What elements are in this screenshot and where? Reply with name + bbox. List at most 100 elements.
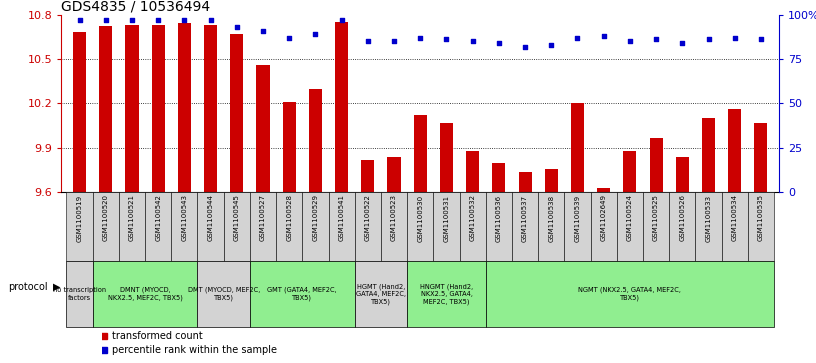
Bar [250, 261, 355, 327]
Point [230, 24, 243, 30]
Point [361, 38, 375, 44]
Bar [702, 118, 715, 192]
Point [545, 42, 558, 48]
Bar [440, 123, 453, 192]
Text: NGMT (NKX2.5, GATA4, MEF2C,
TBX5): NGMT (NKX2.5, GATA4, MEF2C, TBX5) [579, 287, 681, 301]
Bar [171, 192, 197, 261]
Bar [256, 65, 269, 192]
Text: GSM1100537: GSM1100537 [522, 195, 528, 242]
Bar [126, 25, 139, 192]
Point [414, 35, 427, 41]
Text: no transcription
factors: no transcription factors [53, 287, 106, 301]
Bar [591, 192, 617, 261]
Bar [388, 157, 401, 192]
Bar [518, 172, 531, 192]
Bar [492, 163, 505, 192]
Bar [66, 261, 93, 327]
Bar [66, 192, 93, 261]
Point [755, 37, 768, 42]
Text: GSM1100543: GSM1100543 [181, 195, 188, 241]
Text: GSM1102649: GSM1102649 [601, 195, 606, 241]
Point [650, 37, 663, 42]
Bar [335, 22, 348, 192]
Point [100, 17, 113, 23]
Bar [230, 34, 243, 192]
Bar [754, 123, 768, 192]
Bar [355, 192, 381, 261]
Text: GSM1100521: GSM1100521 [129, 195, 135, 241]
Bar [545, 169, 558, 192]
Text: DMNT (MYOCD,
NKX2.5, MEF2C, TBX5): DMNT (MYOCD, NKX2.5, MEF2C, TBX5) [108, 287, 183, 301]
Bar [597, 188, 610, 192]
Point [518, 44, 531, 49]
Bar [100, 26, 113, 192]
Text: GSM1100535: GSM1100535 [758, 195, 764, 241]
Point [335, 17, 348, 23]
Text: GSM1100519: GSM1100519 [77, 195, 82, 242]
Bar [276, 192, 302, 261]
Bar [466, 151, 479, 192]
Bar [302, 192, 329, 261]
Point [702, 37, 715, 42]
Text: GSM1100538: GSM1100538 [548, 195, 554, 242]
Bar [73, 32, 86, 192]
Bar [119, 192, 145, 261]
Bar [433, 192, 459, 261]
Point [676, 40, 689, 46]
Text: GSM1100526: GSM1100526 [679, 195, 685, 241]
Bar [145, 192, 171, 261]
Text: GSM1100541: GSM1100541 [339, 195, 344, 241]
Bar [407, 261, 486, 327]
Text: GSM1100532: GSM1100532 [470, 195, 476, 241]
Bar [695, 192, 721, 261]
Bar [93, 261, 197, 327]
Text: GSM1100530: GSM1100530 [417, 195, 424, 242]
Bar [282, 102, 295, 192]
Text: GSM1100525: GSM1100525 [653, 195, 659, 241]
Text: GMT (GATA4, MEF2C,
TBX5): GMT (GATA4, MEF2C, TBX5) [268, 287, 337, 301]
Bar [250, 192, 276, 261]
Text: GSM1100542: GSM1100542 [155, 195, 162, 241]
Bar [152, 25, 165, 192]
Bar [617, 192, 643, 261]
Bar [197, 192, 224, 261]
Bar [329, 192, 355, 261]
Bar [539, 192, 565, 261]
Bar [178, 24, 191, 192]
Bar [728, 109, 741, 192]
Bar [93, 192, 119, 261]
Bar [459, 192, 486, 261]
Text: GSM1100539: GSM1100539 [574, 195, 580, 242]
Text: GSM1100522: GSM1100522 [365, 195, 370, 241]
Point [73, 17, 86, 23]
Point [204, 17, 217, 23]
Text: GSM1100531: GSM1100531 [443, 195, 450, 242]
Text: GSM1100533: GSM1100533 [706, 195, 712, 242]
Bar [486, 192, 512, 261]
Text: percentile rank within the sample: percentile rank within the sample [113, 345, 277, 355]
Point [256, 28, 269, 33]
Text: GSM1100523: GSM1100523 [391, 195, 397, 241]
Text: GDS4835 / 10536494: GDS4835 / 10536494 [61, 0, 211, 13]
Text: GSM1100529: GSM1100529 [313, 195, 318, 241]
Text: DMT (MYOCD, MEF2C,
TBX5): DMT (MYOCD, MEF2C, TBX5) [188, 287, 259, 301]
Text: protocol: protocol [8, 282, 48, 292]
Text: GSM1100528: GSM1100528 [286, 195, 292, 241]
Point [309, 31, 322, 37]
Bar [381, 192, 407, 261]
Text: transformed count: transformed count [113, 331, 203, 341]
Point [388, 38, 401, 44]
Bar [721, 192, 747, 261]
Bar [197, 261, 250, 327]
Bar [565, 192, 591, 261]
Text: GSM1100544: GSM1100544 [207, 195, 214, 241]
Point [492, 40, 505, 46]
Bar [486, 261, 774, 327]
Bar [512, 192, 539, 261]
Bar [414, 115, 427, 192]
Point [597, 33, 610, 39]
Bar [643, 192, 669, 261]
Point [282, 35, 295, 41]
Bar [676, 157, 689, 192]
Text: HGMT (Hand2,
GATA4, MEF2C,
TBX5): HGMT (Hand2, GATA4, MEF2C, TBX5) [356, 283, 406, 305]
